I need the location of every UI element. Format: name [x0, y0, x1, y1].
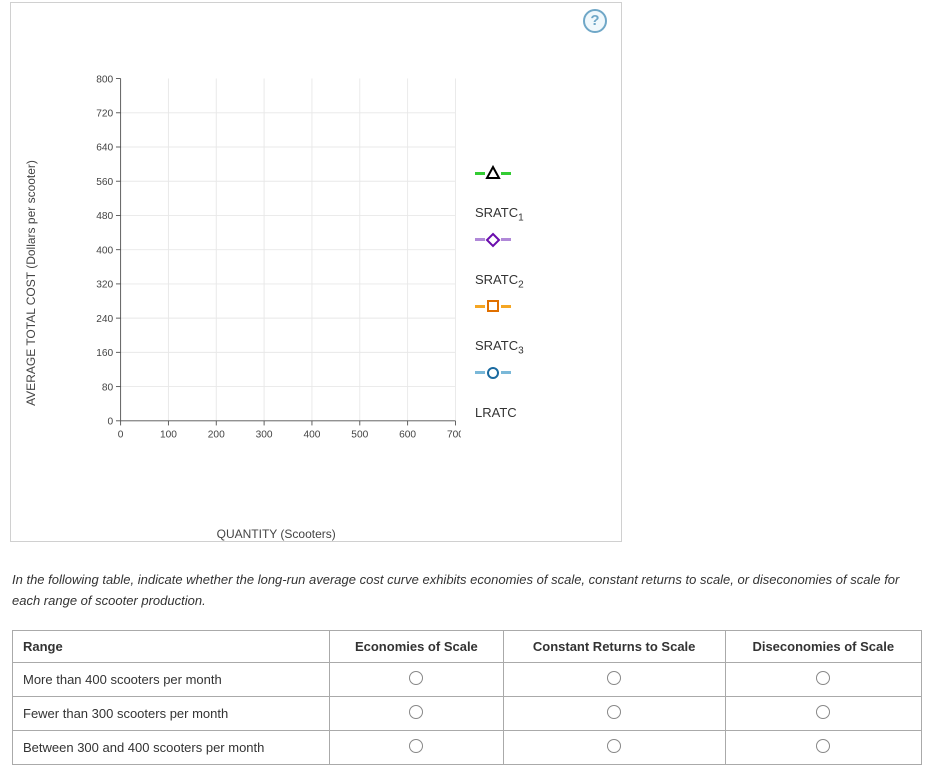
svg-text:300: 300: [256, 429, 273, 440]
table-row: Between 300 and 400 scooters per month: [13, 730, 922, 764]
radio-option[interactable]: [816, 671, 830, 685]
x-axis-label: QUANTITY (Scooters): [217, 527, 336, 541]
radio-option[interactable]: [607, 671, 621, 685]
range-cell: Fewer than 300 scooters per month: [13, 696, 330, 730]
chart-panel: ? AVERAGE TOTAL COST (Dollars per scoote…: [10, 2, 622, 542]
range-cell: Between 300 and 400 scooters per month: [13, 730, 330, 764]
legend-symbol: [475, 230, 565, 250]
range-cell: More than 400 scooters per month: [13, 662, 330, 696]
col-range: Range: [13, 630, 330, 662]
svg-text:600: 600: [399, 429, 416, 440]
legend: SRATC1 SRATC2 SRATC3 LRATC: [475, 163, 565, 426]
radio-option[interactable]: [816, 739, 830, 753]
help-icon[interactable]: ?: [583, 9, 607, 33]
svg-text:400: 400: [96, 245, 113, 256]
option-cell: [330, 696, 504, 730]
svg-text:800: 800: [96, 74, 113, 85]
svg-text:480: 480: [96, 211, 113, 222]
col-economies: Economies of Scale: [330, 630, 504, 662]
table-header-row: Range Economies of Scale Constant Return…: [13, 630, 922, 662]
radio-option[interactable]: [409, 739, 423, 753]
option-cell: [503, 730, 725, 764]
legend-label: LRATC: [475, 405, 565, 420]
svg-text:0: 0: [118, 429, 124, 440]
scale-table: Range Economies of Scale Constant Return…: [12, 630, 922, 765]
legend-item-2[interactable]: SRATC3: [475, 296, 565, 357]
radio-option[interactable]: [607, 705, 621, 719]
radio-option[interactable]: [816, 705, 830, 719]
svg-text:240: 240: [96, 314, 113, 325]
svg-text:80: 80: [102, 382, 114, 393]
option-cell: [330, 730, 504, 764]
svg-text:320: 320: [96, 280, 113, 291]
svg-text:0: 0: [108, 417, 114, 428]
svg-text:400: 400: [303, 429, 320, 440]
svg-text:640: 640: [96, 143, 113, 154]
legend-label: SRATC1: [475, 205, 565, 224]
legend-symbol: [475, 363, 565, 383]
table-row: More than 400 scooters per month: [13, 662, 922, 696]
radio-option[interactable]: [607, 739, 621, 753]
legend-label: SRATC2: [475, 272, 565, 291]
col-diseconomies: Diseconomies of Scale: [725, 630, 922, 662]
svg-text:500: 500: [351, 429, 368, 440]
instruction-text: In the following table, indicate whether…: [12, 570, 922, 612]
y-axis-label: AVERAGE TOTAL COST (Dollars per scooter): [24, 160, 38, 406]
col-constant: Constant Returns to Scale: [503, 630, 725, 662]
svg-text:720: 720: [96, 108, 113, 119]
legend-label: SRATC3: [475, 338, 565, 357]
svg-text:200: 200: [208, 429, 225, 440]
option-cell: [725, 696, 922, 730]
legend-symbol: [475, 296, 565, 316]
svg-text:560: 560: [96, 177, 113, 188]
option-cell: [725, 730, 922, 764]
chart-plot: 0 80 160 240 320 400 480 560 640 720 800 0 100 200 300…: [91, 73, 461, 443]
legend-item-3[interactable]: LRATC: [475, 363, 565, 420]
chart-area: AVERAGE TOTAL COST (Dollars per scooter)…: [41, 63, 601, 503]
svg-text:100: 100: [160, 429, 177, 440]
svg-text:160: 160: [96, 348, 113, 359]
option-cell: [725, 662, 922, 696]
svg-text:700: 700: [447, 429, 461, 440]
radio-option[interactable]: [409, 705, 423, 719]
option-cell: [330, 662, 504, 696]
table-row: Fewer than 300 scooters per month: [13, 696, 922, 730]
legend-symbol: [475, 163, 565, 183]
option-cell: [503, 662, 725, 696]
legend-item-1[interactable]: SRATC2: [475, 230, 565, 291]
option-cell: [503, 696, 725, 730]
legend-item-0[interactable]: SRATC1: [475, 163, 565, 224]
radio-option[interactable]: [409, 671, 423, 685]
